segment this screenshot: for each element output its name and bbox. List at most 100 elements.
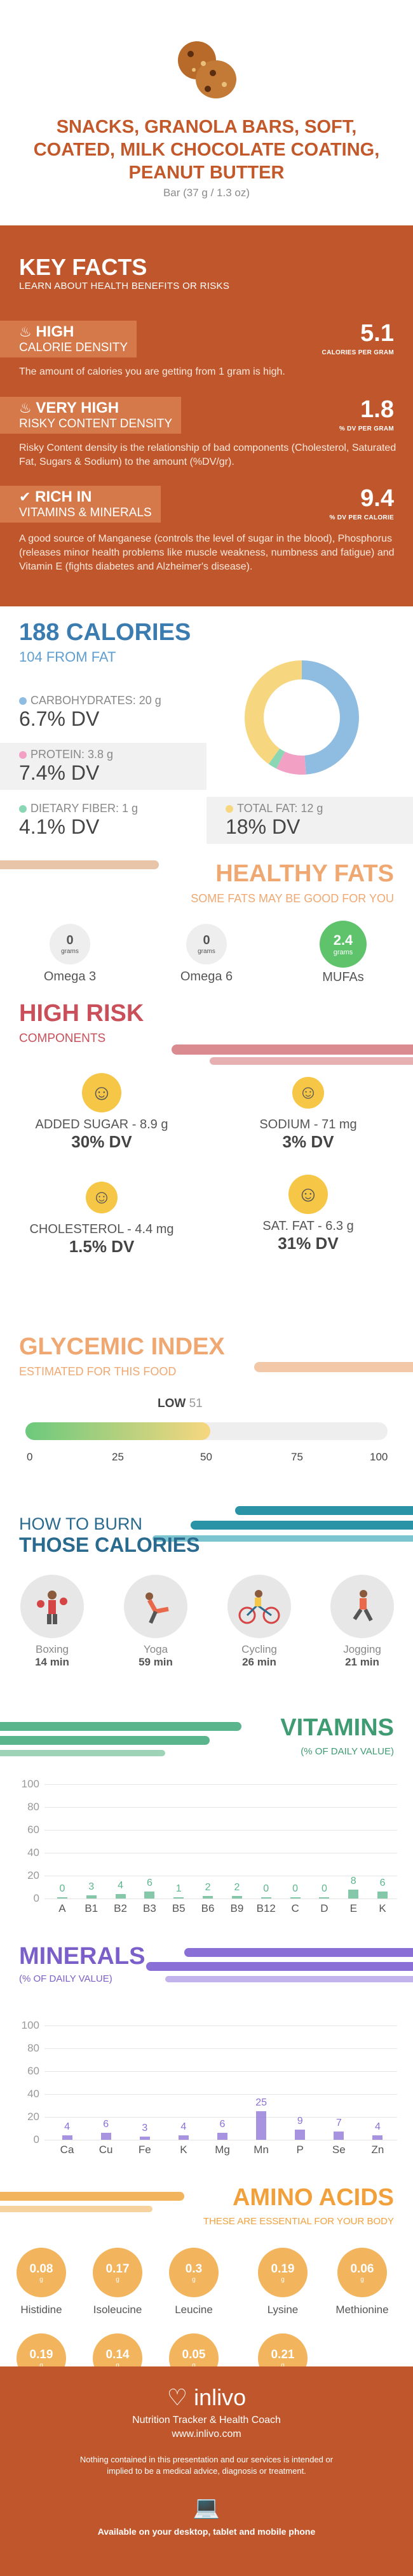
amino-acid-item: 0.3 g Leucine [159, 2248, 229, 2316]
key-facts-subtitle: LEARN ABOUT HEALTH BENEFITS OR RISKS [19, 281, 230, 291]
x-tick-label: Mn [254, 2144, 269, 2156]
vitamins-minerals-desc: A good source of Manganese (controls the… [19, 533, 395, 572]
gridline [44, 2094, 397, 2095]
bar [295, 2129, 306, 2140]
minerals-title: MINERALS [19, 1943, 146, 1970]
x-tick-label: B2 [114, 1902, 127, 1914]
bar [173, 1897, 184, 1899]
burn-title-1: HOW TO BURN [19, 1514, 143, 1533]
fiber-dot [19, 805, 27, 813]
decor-stripe [0, 2192, 184, 2201]
checkmark-icon: ✔ [19, 489, 31, 505]
y-tick-label: 80 [27, 2042, 39, 2054]
footer-url[interactable]: www.inlivo.com [172, 2429, 241, 2439]
bar [261, 1897, 271, 1899]
glycemic-subtitle: ESTIMATED FOR THIS FOOD [19, 1365, 177, 1378]
burn-jogging: Jogging 21 min [324, 1575, 400, 1669]
boxing-icon [20, 1575, 84, 1638]
glycemic-title: GLYCEMIC INDEX [19, 1333, 225, 1360]
minerals-subtitle: (% OF DAILY VALUE) [19, 1973, 112, 1984]
amino-acid-item: 0.06 g Methionine [327, 2248, 397, 2316]
x-tick-label: K [180, 2144, 187, 2156]
bar [57, 1897, 67, 1899]
cholesterol: ☺ CHOLESTEROL - 4.4 mg 1.5% DV [19, 1178, 184, 1257]
gridline [44, 2025, 397, 2026]
gridline [44, 1830, 397, 1831]
flame-icon: ♨ [19, 400, 32, 416]
x-tick-label: Fe [138, 2144, 151, 2156]
y-tick-label: 60 [27, 2065, 39, 2077]
added-sugar: ☺ ADDED SUGAR - 8.9 g 30% DV [19, 1073, 184, 1152]
cycling-icon [227, 1575, 291, 1638]
x-tick-label: B1 [85, 1902, 98, 1914]
x-tick-label: B5 [172, 1902, 186, 1914]
bar-value-label: 7 [335, 2118, 342, 2129]
bar [62, 2135, 72, 2140]
bar-value-label: 8 [350, 1875, 356, 1886]
y-tick-label: 100 [21, 2019, 39, 2031]
x-tick-label: A [58, 1902, 66, 1914]
flame-icon: ♨ [19, 324, 32, 340]
y-tick-label: 0 [33, 1892, 39, 1904]
bar [256, 2111, 267, 2140]
x-tick-label: Se [332, 2144, 346, 2156]
fiber-stat: DIETARY FIBER: 1 g 4.1% DV [19, 802, 139, 838]
x-tick-label: B9 [230, 1902, 244, 1914]
glycemic-fill [25, 1422, 210, 1440]
bar-value-label: 0 [59, 1883, 65, 1894]
amino-acid-item: 0.19 g Lysine [248, 2248, 318, 2316]
bar-value-label: 6 [379, 1878, 386, 1889]
healthy-fats-subtitle: SOME FATS MAY BE GOOD FOR YOU [191, 892, 394, 905]
x-tick-label: D [320, 1902, 328, 1914]
carbs-stat: CARBOHYDRATES: 20 g 6.7% DV [0, 689, 207, 736]
gridline [44, 1807, 397, 1808]
key-facts-title: KEY FACTS [19, 254, 147, 280]
x-tick-label: K [379, 1902, 386, 1914]
decor-stripe [0, 1750, 165, 1756]
y-tick-label: 40 [27, 2088, 39, 2100]
sat-fat: ☺ SAT. FAT - 6.3 g 31% DV [226, 1175, 391, 1253]
calorie-donut-chart [245, 660, 359, 775]
protein-dot [19, 751, 27, 759]
carbs-dot [19, 697, 27, 705]
high-risk-title: HIGH RISK [19, 1000, 144, 1027]
footer-disclaimer: Nothing contained in this presentation a… [79, 2455, 334, 2476]
risky-content-desc: Risky Content density is the relationshi… [19, 443, 396, 467]
bar [217, 2133, 227, 2140]
x-tick-label: B3 [143, 1902, 156, 1914]
decor-stripe [191, 1521, 413, 1530]
amino-badge: 0.17 g [93, 2248, 142, 2297]
amino-acid-item: 0.08 g Histidine [6, 2248, 76, 2316]
x-tick-label: C [291, 1902, 299, 1914]
amino-subtitle: THESE ARE ESSENTIAL FOR YOUR BODY [203, 2216, 394, 2227]
decor-stripe [146, 1962, 413, 1971]
bar [115, 1893, 126, 1899]
risky-content-value: 1.8% DV PER GRAM [339, 396, 394, 432]
bar-value-label: 2 [234, 1882, 240, 1893]
bar-value-label: 0 [321, 1883, 327, 1894]
heart-icon: ♡ [166, 2384, 188, 2410]
bar-value-label: 25 [255, 2097, 267, 2108]
calories-from-fat: 104 FROM FAT [19, 649, 116, 665]
bar-value-label: 4 [118, 1879, 124, 1891]
footer-available: Available on your desktop, tablet and mo… [97, 2526, 316, 2537]
serving-size: Bar (37 g / 1.3 oz) [163, 187, 250, 199]
fat-stat: TOTAL FAT: 12 g 18% DV [207, 797, 413, 844]
decor-stripe [0, 860, 159, 869]
gridline [44, 2117, 397, 2118]
bar [139, 2136, 150, 2140]
x-tick-label: E [349, 1902, 357, 1914]
x-tick-label: Mg [215, 2144, 230, 2156]
omega3: 0 grams Omega 3 [35, 924, 105, 984]
risky-content-tag: ♨ VERY HIGH RISKY CONTENT DENSITY [0, 397, 182, 434]
amino-badge: 0.19 g [258, 2248, 308, 2297]
y-tick-label: 40 [27, 1846, 39, 1859]
bar-value-label: 4 [64, 2121, 70, 2132]
x-tick-label: P [296, 2144, 304, 2156]
x-tick-label: Cu [98, 2144, 113, 2156]
calories-title: 188 CALORIES [19, 619, 191, 646]
amino-badge: 0.06 g [337, 2248, 387, 2297]
devices-icon: 💻 [193, 2495, 220, 2519]
bar-value-label: 2 [205, 1882, 211, 1893]
bar-value-label: 6 [219, 2119, 226, 2130]
